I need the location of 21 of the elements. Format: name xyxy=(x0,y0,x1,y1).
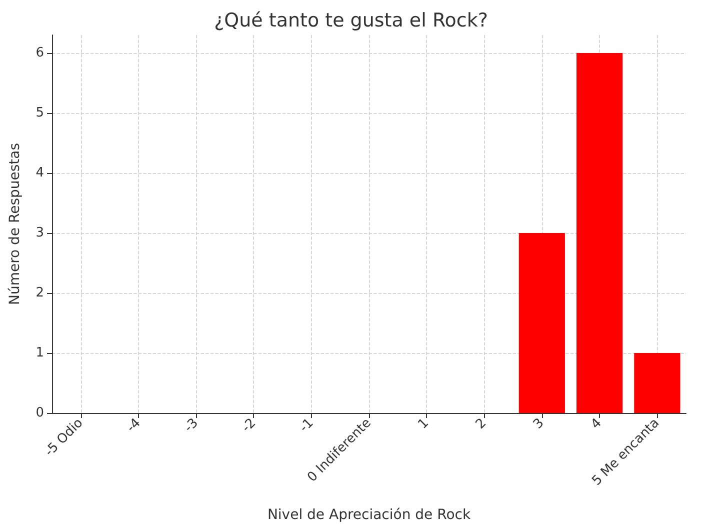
y-tick-label: 5 xyxy=(36,106,44,120)
x-tick-label: 1 xyxy=(415,416,432,432)
x-tick-label: -3 xyxy=(182,416,202,436)
bar xyxy=(518,233,565,413)
y-tick-label: 0 xyxy=(36,406,44,420)
x-tick-label: -2 xyxy=(239,416,260,436)
x-tick-label: 2 xyxy=(473,416,490,432)
x-axis-title: Nivel de Apreciación de Rock xyxy=(267,507,472,523)
chart-title: ¿Qué tanto te gusta el Rock? xyxy=(214,10,488,32)
x-tick-label: -4 xyxy=(124,416,144,436)
bar xyxy=(576,53,623,413)
y-tick-label: 6 xyxy=(36,46,44,60)
x-tick-label: 3 xyxy=(530,416,548,432)
y-tick-label: 4 xyxy=(36,166,44,180)
bar xyxy=(634,353,680,413)
x-tick-label: 4 xyxy=(588,416,605,432)
y-axis-title: Número de Respuestas xyxy=(7,142,23,306)
y-tick-label: 1 xyxy=(36,346,44,360)
x-tick-label: -1 xyxy=(296,416,317,436)
y-tick-label: 3 xyxy=(36,226,44,240)
y-tick-label: 2 xyxy=(36,286,44,300)
